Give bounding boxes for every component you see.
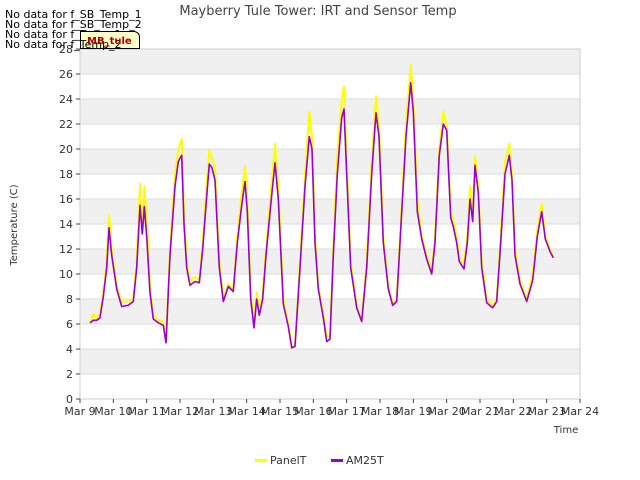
x-tick-label: Mar 15	[261, 405, 299, 418]
y-tick-label: 6	[66, 318, 73, 331]
site-tag-box	[80, 31, 140, 49]
x-tick-label: Mar 22	[494, 405, 532, 418]
plot-band	[80, 99, 580, 124]
plot-band	[80, 49, 580, 74]
y-tick-label: 24	[59, 93, 73, 106]
x-tick-label: Mar 9	[64, 405, 95, 418]
legend-label-panelt: PanelT	[270, 454, 307, 467]
plot-band	[80, 149, 580, 174]
x-tick-label: Mar 14	[228, 405, 266, 418]
legend: PanelT AM25T	[255, 454, 384, 467]
plot-band	[80, 349, 580, 374]
x-tick-label: Mar 24	[561, 405, 599, 418]
no-data-message-4: No data for f_Temp_2	[5, 38, 122, 51]
no-data-message-3: No data for f_Temp_1	[5, 28, 122, 41]
y-tick-label: 0	[66, 393, 73, 406]
x-tick-label: Mar 13	[194, 405, 232, 418]
no-data-message-1: No data for f_SB_Temp_1	[5, 8, 142, 21]
legend-label-am25t: AM25T	[346, 454, 384, 467]
y-tick-label: 22	[59, 118, 73, 131]
legend-swatch-am25t	[331, 459, 343, 462]
chart-title: Mayberry Tule Tower: IRT and Sensor Temp	[179, 4, 456, 19]
x-tick-label: Mar 19	[394, 405, 432, 418]
series-line-am25t	[89, 82, 555, 349]
x-tick-label: Mar 12	[161, 405, 199, 418]
y-tick-label: 12	[59, 243, 73, 256]
x-tick-label: Mar 10	[94, 405, 132, 418]
x-tick-label: Mar 18	[361, 405, 399, 418]
x-tick-label: Mar 21	[461, 405, 499, 418]
x-tick-label: Mar 16	[294, 405, 332, 418]
x-tick-label: Mar 17	[328, 405, 366, 418]
no-data-message-2: No data for f_SB_Temp_2	[5, 18, 142, 31]
site-tag-label: MB_tule	[87, 36, 132, 47]
y-tick-label: 16	[59, 193, 73, 206]
y-tick-label: 14	[59, 218, 73, 231]
x-tick-label: Mar 20	[428, 405, 466, 418]
x-axis-label: Time	[553, 425, 578, 436]
y-tick-label: 4	[66, 343, 73, 356]
y-tick-label: 18	[59, 168, 73, 181]
y-tick-label: 8	[66, 293, 73, 306]
y-tick-label: 26	[59, 68, 73, 81]
series-layer	[89, 64, 555, 349]
legend-swatch-panelt	[255, 459, 267, 462]
plot-bands	[80, 49, 580, 374]
y-tick-label: 2	[66, 368, 73, 381]
x-tick-label: Mar 11	[128, 405, 166, 418]
y-tick-label: 28	[59, 43, 73, 56]
x-tick-label: Mar 23	[528, 405, 566, 418]
plot-band	[80, 199, 580, 224]
plot-band	[80, 249, 580, 274]
y-tick-label: 10	[59, 268, 73, 281]
y-axis-label: Temperature (C)	[9, 184, 20, 266]
series-line-panelt	[89, 64, 555, 348]
y-tick-label: 20	[59, 143, 73, 156]
